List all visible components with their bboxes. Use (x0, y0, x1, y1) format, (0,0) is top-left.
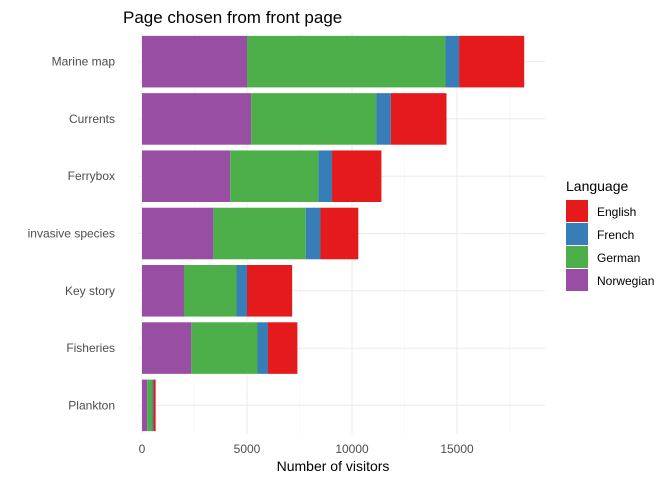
y-tick-label: Currents (69, 112, 115, 126)
bar-norwegian-fisheries (142, 322, 192, 374)
bar-french-ferrybox (318, 150, 333, 202)
y-tick-label: Marine map (52, 55, 116, 69)
x-tick-label: 5000 (234, 442, 261, 456)
legend: Language English French German Norwegian (566, 178, 654, 291)
y-tick-label: Plankton (68, 398, 115, 412)
bar-french-fisheries (257, 322, 268, 374)
x-axis-label: Number of visitors (277, 458, 390, 474)
bar-french-invasive-species (305, 207, 321, 260)
bar-norwegian-key-story (142, 265, 184, 317)
bar-english-marine-map (459, 35, 525, 88)
x-tick-label: 10000 (335, 442, 369, 456)
bar-norwegian-marine-map (142, 35, 247, 88)
bar-german-currents (251, 93, 377, 145)
bars (142, 35, 525, 432)
legend-label: English (597, 205, 636, 219)
bar-english-currents (390, 93, 447, 145)
legend-key-german (566, 246, 588, 268)
bar-german-key-story (184, 265, 237, 317)
legend-key-norwegian (566, 269, 588, 291)
legend-key-english (566, 200, 588, 222)
chart-title: Page chosen from front page (123, 8, 342, 27)
bar-english-plankton (153, 379, 156, 432)
x-tick-label: 0 (139, 442, 146, 456)
bar-french-marine-map (445, 35, 460, 88)
bar-english-fisheries (268, 322, 298, 374)
x-tick-labels: 0 5000 10000 15000 (139, 442, 474, 456)
bar-norwegian-plankton (142, 379, 148, 432)
bar-german-marine-map (247, 35, 446, 88)
legend-key-french (566, 223, 588, 245)
bar-norwegian-invasive-species (142, 207, 214, 260)
bar-french-currents (376, 93, 391, 145)
bar-german-ferrybox (230, 150, 319, 202)
bar-french-plankton (152, 379, 154, 432)
bar-english-invasive-species (320, 207, 359, 260)
bar-norwegian-currents (142, 93, 252, 145)
y-tick-label: Key story (65, 284, 115, 298)
y-tick-label: Ferrybox (68, 169, 115, 183)
bar-german-invasive-species (213, 207, 306, 260)
x-tick-label: 15000 (440, 442, 474, 456)
bar-english-key-story (247, 265, 293, 317)
y-tick-label: Fisheries (66, 341, 115, 355)
legend-label: German (597, 251, 640, 265)
legend-label: French (597, 228, 634, 242)
y-tick-label: invasive species (28, 227, 115, 241)
legend-label: Norwegian (597, 274, 654, 288)
y-tick-labels: Marine map Currents Ferrybox invasive speci… (28, 55, 116, 413)
legend-title: Language (566, 178, 629, 194)
bar-german-fisheries (191, 322, 258, 374)
bar-english-ferrybox (332, 150, 382, 202)
bar-french-key-story (236, 265, 247, 317)
bar-german-plankton (147, 379, 153, 432)
bar-norwegian-ferrybox (142, 150, 231, 202)
